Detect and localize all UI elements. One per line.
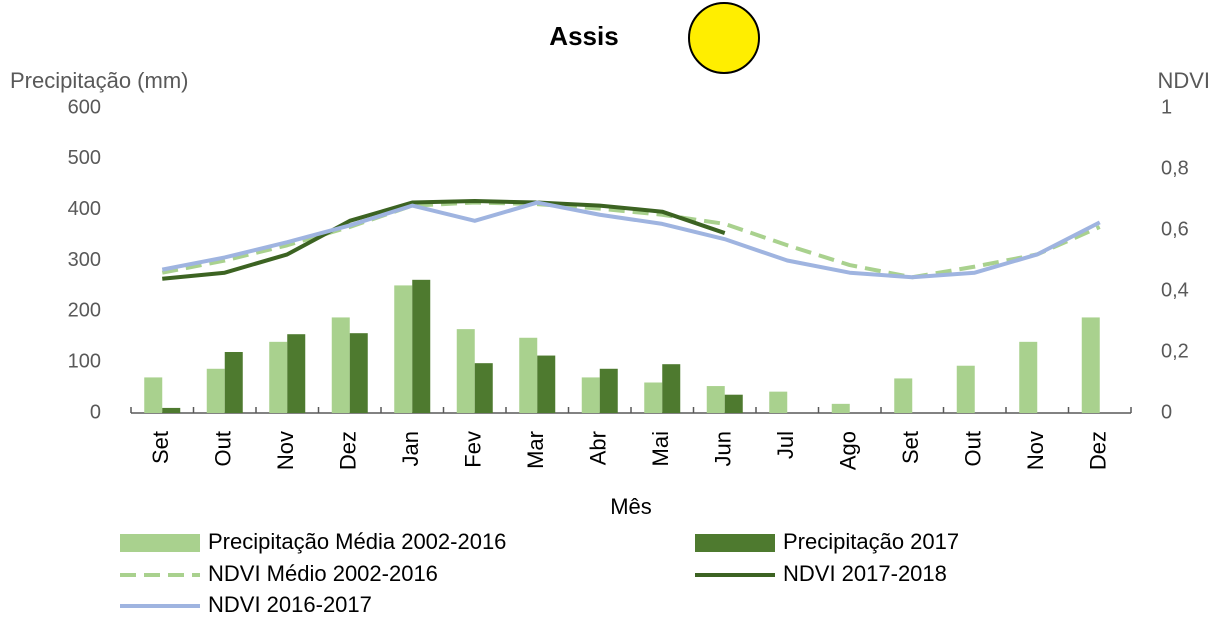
x-tick-label: Jun [711,431,736,466]
bar [769,391,788,413]
bar [519,337,538,413]
y-tick-label: 600 [68,96,101,118]
bar [206,368,225,413]
x-tick-label: Set [898,431,923,464]
bar [831,403,850,413]
y-tick-label: 500 [68,147,101,169]
legend-label: NDVI Médio 2002-2016 [208,561,438,586]
y-tick-label: 400 [68,198,101,220]
bar [537,355,556,413]
y2-tick-label: 0,6 [1161,218,1189,240]
x-axis-label: Mês [610,494,652,519]
y-tick-label: 0 [90,401,101,423]
legend-swatch [695,534,775,552]
bar [394,285,413,413]
x-tick-label: Mai [648,431,673,466]
legend-label: Precipitação 2017 [783,529,959,554]
bar [956,365,975,413]
bar [1019,341,1038,413]
bar [1081,317,1100,413]
line [161,200,1101,280]
x-tick-label: Jan [398,431,423,466]
chart-title: Assis [549,21,618,51]
y-axis-label: Precipitação (mm) [10,68,188,93]
x-tick-label: Nov [273,431,298,470]
x-tick-label: Fev [461,431,486,468]
x-tick-label: Ago [836,431,861,470]
y2-tick-label: 0,4 [1161,279,1189,301]
bar [162,407,181,413]
bar [269,341,288,413]
bar [224,352,243,413]
bar [644,382,663,413]
bar [412,279,431,413]
y2-tick-label: 0 [1161,401,1172,423]
x-tick-label: Out [961,431,986,466]
line [161,200,1101,280]
y-tick-label: 300 [68,249,101,271]
bar [662,364,681,413]
legend-label: NDVI 2016-2017 [208,592,372,617]
bar [349,333,368,413]
bar [706,386,725,413]
legend-label: NDVI 2017-2018 [783,561,947,586]
bar [144,377,163,413]
y-tick-label: 100 [68,350,101,372]
x-tick-label: Jul [773,431,798,459]
x-tick-label: Dez [1086,431,1111,470]
x-tick-label: Abr [586,431,611,465]
x-tick-label: Mar [523,431,548,469]
bar [724,394,743,413]
bar [581,377,600,413]
sun-icon [688,2,760,74]
bar [474,363,493,413]
x-tick-label: Set [148,431,173,464]
bar [599,368,618,413]
bar [894,378,913,413]
y2-tick-label: 1 [1161,96,1172,118]
bar [456,329,475,413]
x-tick-label: Dez [336,431,361,470]
legend-label: Precipitação Média 2002-2016 [208,529,506,554]
x-tick-label: Nov [1023,431,1048,470]
bar [287,334,306,413]
y2-tick-label: 0,8 [1161,157,1189,179]
line [162,199,726,281]
y-tick-label: 200 [68,300,101,322]
y2-tick-label: 0,2 [1161,340,1189,362]
legend-swatch [120,534,200,552]
x-tick-label: Out [211,431,236,466]
bar [331,317,350,413]
y2-axis-label: NDVI [1157,68,1210,93]
